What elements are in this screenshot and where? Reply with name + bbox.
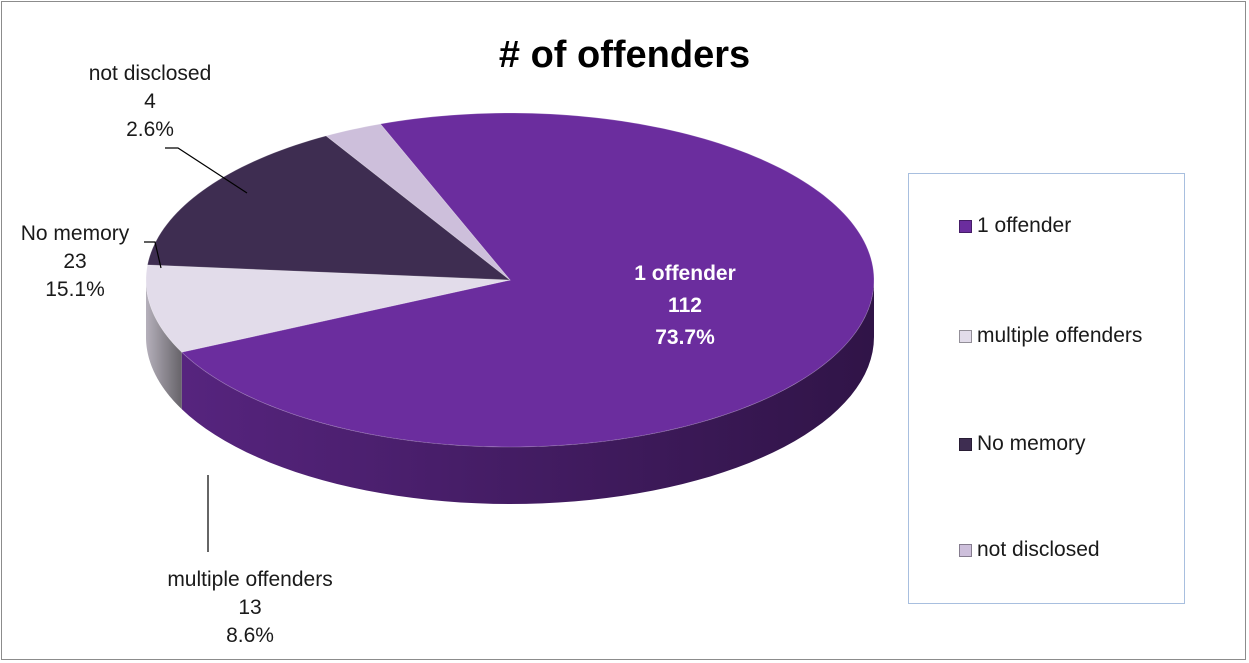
slice-label-name: multiple offenders — [167, 568, 333, 591]
slice-label-value: 23 — [63, 250, 87, 273]
slice-label-no-memory: No memory 23 15.1% — [0, 220, 150, 304]
legend-swatch — [959, 329, 972, 343]
pie-slice-not-disclosed — [325, 123, 511, 281]
pie-slice-no-memory — [146, 135, 512, 281]
pie-top-faces — [145, 112, 875, 448]
legend-label: 1 offender — [977, 214, 1072, 237]
leader-line-not-disclosed — [165, 147, 248, 194]
slice-label-percent: 73.7% — [655, 326, 715, 349]
chart-title: # of offenders — [498, 34, 751, 76]
slice-label-name: No memory — [20, 222, 130, 245]
legend-item-1-offender: 1 offender — [959, 214, 1071, 238]
legend-item-not-disclosed: not disclosed — [959, 538, 1100, 562]
slice-label-value: 112 — [668, 294, 702, 317]
slice-label-percent: 8.6% — [226, 624, 274, 647]
slice-label-percent: 15.1% — [45, 278, 105, 301]
pie-slice-multiple-offenders — [145, 264, 511, 353]
legend-item-multiple-offenders: multiple offenders — [959, 324, 1142, 348]
slice-label-value: 13 — [238, 596, 262, 619]
slice-label-value: 4 — [144, 90, 156, 113]
slice-label-not-disclosed: not disclosed 4 2.6% — [55, 60, 245, 144]
legend-swatch — [959, 437, 972, 451]
slice-label-name: not disclosed — [88, 62, 212, 85]
legend-label: No memory — [977, 432, 1086, 455]
leader-line-no-memory — [144, 241, 162, 269]
chart-legend: 1 offender multiple offenders No memory … — [908, 173, 1185, 604]
legend-label: not disclosed — [977, 538, 1100, 561]
slice-label-percent: 2.6% — [126, 118, 174, 141]
legend-swatch — [959, 543, 972, 557]
slice-label-name: 1 offender — [634, 262, 736, 285]
slice-label-1-offender: 1 offender 112 73.7% — [600, 258, 770, 354]
slice-label-multiple-offenders: multiple offenders 13 8.6% — [130, 566, 370, 650]
legend-swatch — [959, 219, 972, 233]
pie-slice-1-offender — [180, 112, 875, 448]
pie-side-walls — [146, 280, 875, 504]
legend-label: multiple offenders — [977, 324, 1143, 347]
legend-item-no-memory: No memory — [959, 432, 1086, 456]
pie-side-multiple-offenders — [146, 280, 182, 410]
pie-side-1-offender — [181, 280, 875, 504]
